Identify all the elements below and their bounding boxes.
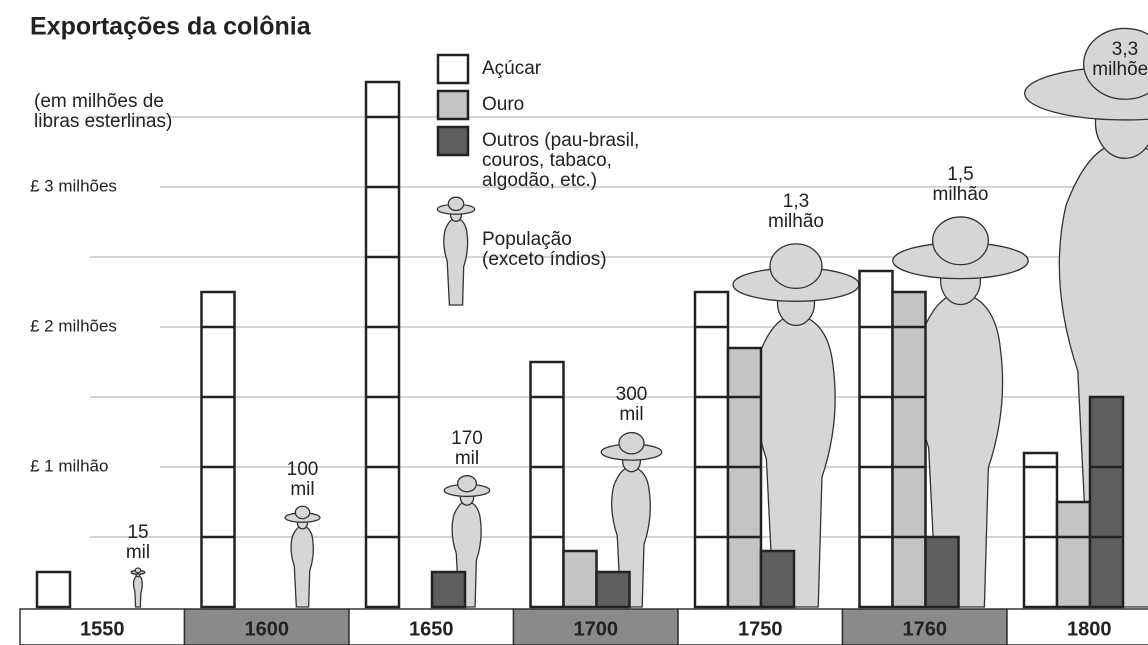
- bar: [432, 572, 465, 607]
- figure-body: [444, 219, 468, 305]
- bar: [366, 82, 399, 607]
- y-axis-label: (em milhões de libras esterlinas): [34, 92, 172, 132]
- bar: [728, 348, 761, 607]
- population-figure: [131, 568, 145, 607]
- x-tick-label: 1700: [574, 618, 619, 640]
- legend-figure: [437, 197, 474, 305]
- x-tick-label: 1650: [409, 618, 454, 640]
- x-tick-label: 1760: [903, 618, 948, 640]
- bar: [695, 292, 728, 607]
- figure-hat-crown: [135, 568, 141, 573]
- x-tick-label: 1750: [738, 618, 783, 640]
- legend-swatch: [438, 127, 468, 155]
- population-label: 100 mil: [287, 460, 319, 500]
- y-tick-label: £ 1 milhão: [30, 456, 108, 475]
- x-tick-label: 1800: [1067, 618, 1112, 640]
- population-label: 15 mil: [126, 523, 150, 563]
- figure-body: [291, 527, 313, 607]
- bar: [860, 271, 893, 607]
- x-tick-label: 1600: [245, 618, 290, 640]
- figure-hat-crown: [933, 217, 989, 265]
- bar: [597, 572, 630, 607]
- page: Exportações da colônia £ 1 milhão £ 2 mil…: [0, 0, 1148, 645]
- population-label: 1,3 milhão: [768, 192, 824, 232]
- figure-hat-crown: [448, 197, 463, 210]
- figure-body: [134, 576, 143, 607]
- population-label: 1,5 milhão: [933, 165, 989, 205]
- legend-label: Ouro: [482, 95, 524, 115]
- x-tick-label: 1550: [80, 618, 125, 640]
- population-label: 300 mil: [616, 385, 648, 425]
- y-tick-label: £ 3 milhões: [30, 176, 117, 195]
- population-label: 3,3 milhões: [1092, 40, 1148, 80]
- population-label: 170 mil: [451, 429, 483, 469]
- figure-hat-crown: [619, 433, 644, 454]
- legend-label: Açúcar: [482, 59, 541, 79]
- bar: [761, 551, 794, 607]
- y-tick-label: £ 2 milhões: [30, 316, 117, 335]
- figure-hat-crown: [295, 506, 309, 518]
- population-figure: [285, 506, 320, 607]
- figure-hat-crown: [458, 476, 477, 492]
- bar: [1057, 502, 1090, 607]
- chart-title: Exportações da colônia: [30, 13, 312, 41]
- bar: [926, 537, 959, 607]
- bar: [202, 292, 235, 607]
- bar: [1024, 453, 1057, 607]
- bar: [564, 551, 597, 607]
- bar: [1090, 397, 1123, 607]
- bar: [531, 362, 564, 607]
- legend-swatch: [438, 91, 468, 119]
- bar: [37, 572, 70, 607]
- legend-swatch: [438, 55, 468, 83]
- bar: [893, 292, 926, 607]
- legend-label: População (exceto índios): [482, 230, 607, 270]
- figure-hat-crown: [770, 244, 822, 288]
- legend-label: Outros (pau-brasil, couros, tabaco, algo…: [482, 131, 639, 191]
